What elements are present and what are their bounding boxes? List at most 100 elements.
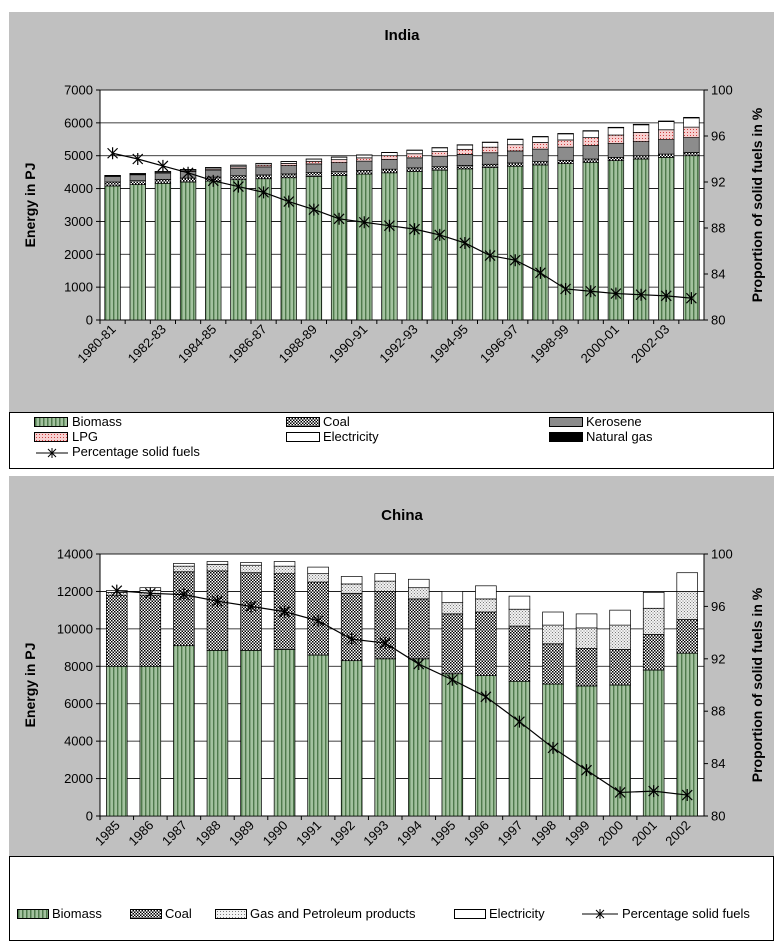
y2-tick-label: 88: [711, 704, 725, 719]
legend-swatch-biomass: [34, 417, 68, 427]
bar-biomass: [575, 685, 598, 817]
line-point-percentage-solid-fuels: [383, 219, 395, 232]
line-point-percentage-solid-fuels: [245, 600, 257, 613]
india-legend: Biomass Coal Kerosene LPG Electricity Na…: [9, 412, 774, 469]
line-point-percentage-solid-fuels: [509, 254, 521, 267]
y-axis-title: Energy in PJ: [22, 643, 38, 728]
bar-biomass: [406, 171, 423, 321]
bar-lpg: [532, 142, 549, 150]
china-chart: China 0 2000 4000 6000 8000 10000 12000 14000 80 8…: [22, 507, 765, 849]
bar-lpg: [582, 137, 599, 146]
bar-biomass: [139, 665, 162, 817]
bar-kerosene: [406, 157, 423, 169]
bar-coal: [356, 170, 373, 175]
bar-lpg: [683, 126, 700, 138]
legend-swatch-coal: [286, 417, 320, 427]
x-tick-label: 1996-97: [477, 322, 521, 366]
bar-coal: [305, 172, 323, 177]
legend-swatch-gas-petroleum: [215, 909, 247, 919]
x-tick-label: 2001: [629, 818, 660, 849]
bar-gas-and-petroleum-products: [642, 607, 665, 635]
line-point-percentage-solid-fuels: [207, 174, 219, 187]
legend-swatch-biomass: [17, 909, 49, 919]
line-point-percentage-solid-fuels: [635, 288, 647, 301]
y2-tick-label: 84: [711, 267, 725, 282]
bar-gas-and-petroleum-products: [374, 580, 396, 592]
x-tick-label: 2000-01: [578, 322, 622, 366]
bar-coal: [508, 625, 531, 682]
bar-electricity: [542, 611, 564, 626]
line-point-percentage-solid-fuels: [514, 715, 525, 728]
bar-biomass: [340, 660, 363, 817]
legend-label-lpg: LPG: [72, 429, 99, 444]
bar-biomass: [106, 665, 128, 817]
legend-label-coal: Coal: [323, 414, 350, 429]
bar-biomass: [408, 658, 430, 817]
bar-coal: [475, 611, 497, 676]
bar-gas-and-petroleum-products: [340, 583, 363, 594]
y2-tick-label: 100: [711, 547, 733, 562]
y-axis-title: Energy in PJ: [22, 163, 38, 248]
bar-electricity: [307, 566, 329, 574]
legend-label-gas-petroleum: Gas and Petroleum products: [250, 906, 416, 921]
x-tick-label: 1998: [528, 818, 559, 849]
line-point-percentage-solid-fuels: [283, 195, 295, 208]
y-tick-label: 6000: [64, 115, 93, 130]
x-tick-label: 1985: [92, 818, 123, 849]
bar-electricity: [206, 561, 229, 565]
bar-electricity: [582, 130, 599, 138]
bar-lpg: [431, 151, 448, 157]
line-point-percentage-solid-fuels: [480, 690, 492, 703]
bar-electricity: [431, 147, 448, 152]
bar-biomass: [481, 167, 499, 321]
bar-biomass: [230, 179, 247, 321]
line-point-percentage-solid-fuels: [157, 159, 169, 172]
bar-kerosene: [658, 139, 675, 155]
line-point-percentage-solid-fuels: [681, 789, 693, 802]
bar-coal: [255, 174, 272, 180]
bar-coal: [441, 613, 464, 675]
bar-gas-and-petroleum-products: [676, 591, 698, 620]
bar-electricity: [374, 573, 396, 582]
bar-lpg: [632, 132, 650, 142]
line-point-percentage-solid-fuels: [212, 595, 223, 608]
y2-tick-label: 88: [711, 221, 725, 236]
bar-natural-gas: [683, 116, 700, 119]
bar-kerosene: [280, 165, 297, 175]
bar-biomass: [356, 173, 373, 321]
y-tick-label: 4000: [64, 734, 93, 749]
bar-biomass: [205, 180, 222, 321]
legend-label-biomass: Biomass: [72, 414, 122, 429]
line-point-percentage-solid-fuels: [660, 289, 672, 302]
bar-kerosene: [356, 160, 373, 171]
line-point-percentage-solid-fuels: [111, 584, 123, 597]
bar-electricity: [642, 592, 665, 609]
line-point-percentage-solid-fuels: [132, 153, 144, 165]
bar-coal: [206, 570, 229, 651]
x-tick-label: 1999: [562, 818, 593, 849]
bar-coal: [456, 165, 474, 170]
bar-electricity: [441, 591, 464, 604]
bar-lpg: [481, 146, 499, 154]
line-point-percentage-solid-fuels: [560, 282, 572, 295]
line-point-percentage-solid-fuels: [409, 223, 421, 236]
bar-electricity: [408, 578, 430, 589]
bar-coal: [340, 592, 363, 662]
chart-title: India: [384, 27, 420, 44]
bar-gas-and-petroleum-products: [206, 563, 229, 572]
legend-label-electricity: Electricity: [323, 429, 379, 444]
bar-electricity: [609, 609, 631, 626]
bar-kerosene: [381, 159, 398, 170]
legend-label-electricity: Electricity: [489, 906, 545, 921]
line-point-percentage-solid-fuels: [232, 180, 244, 193]
x-tick-label: 1997: [495, 818, 526, 849]
bar-coal: [542, 643, 564, 685]
bar-biomass: [173, 645, 195, 817]
bar-coal: [481, 163, 499, 168]
y2-tick-label: 96: [711, 129, 725, 144]
x-tick-label: 1992: [327, 818, 358, 849]
legend-line-marker-pct: [582, 909, 618, 919]
bar-lpg: [557, 139, 574, 148]
x-tick-label: 1995: [427, 818, 458, 849]
x-tick-label: 1982-83: [125, 322, 169, 366]
